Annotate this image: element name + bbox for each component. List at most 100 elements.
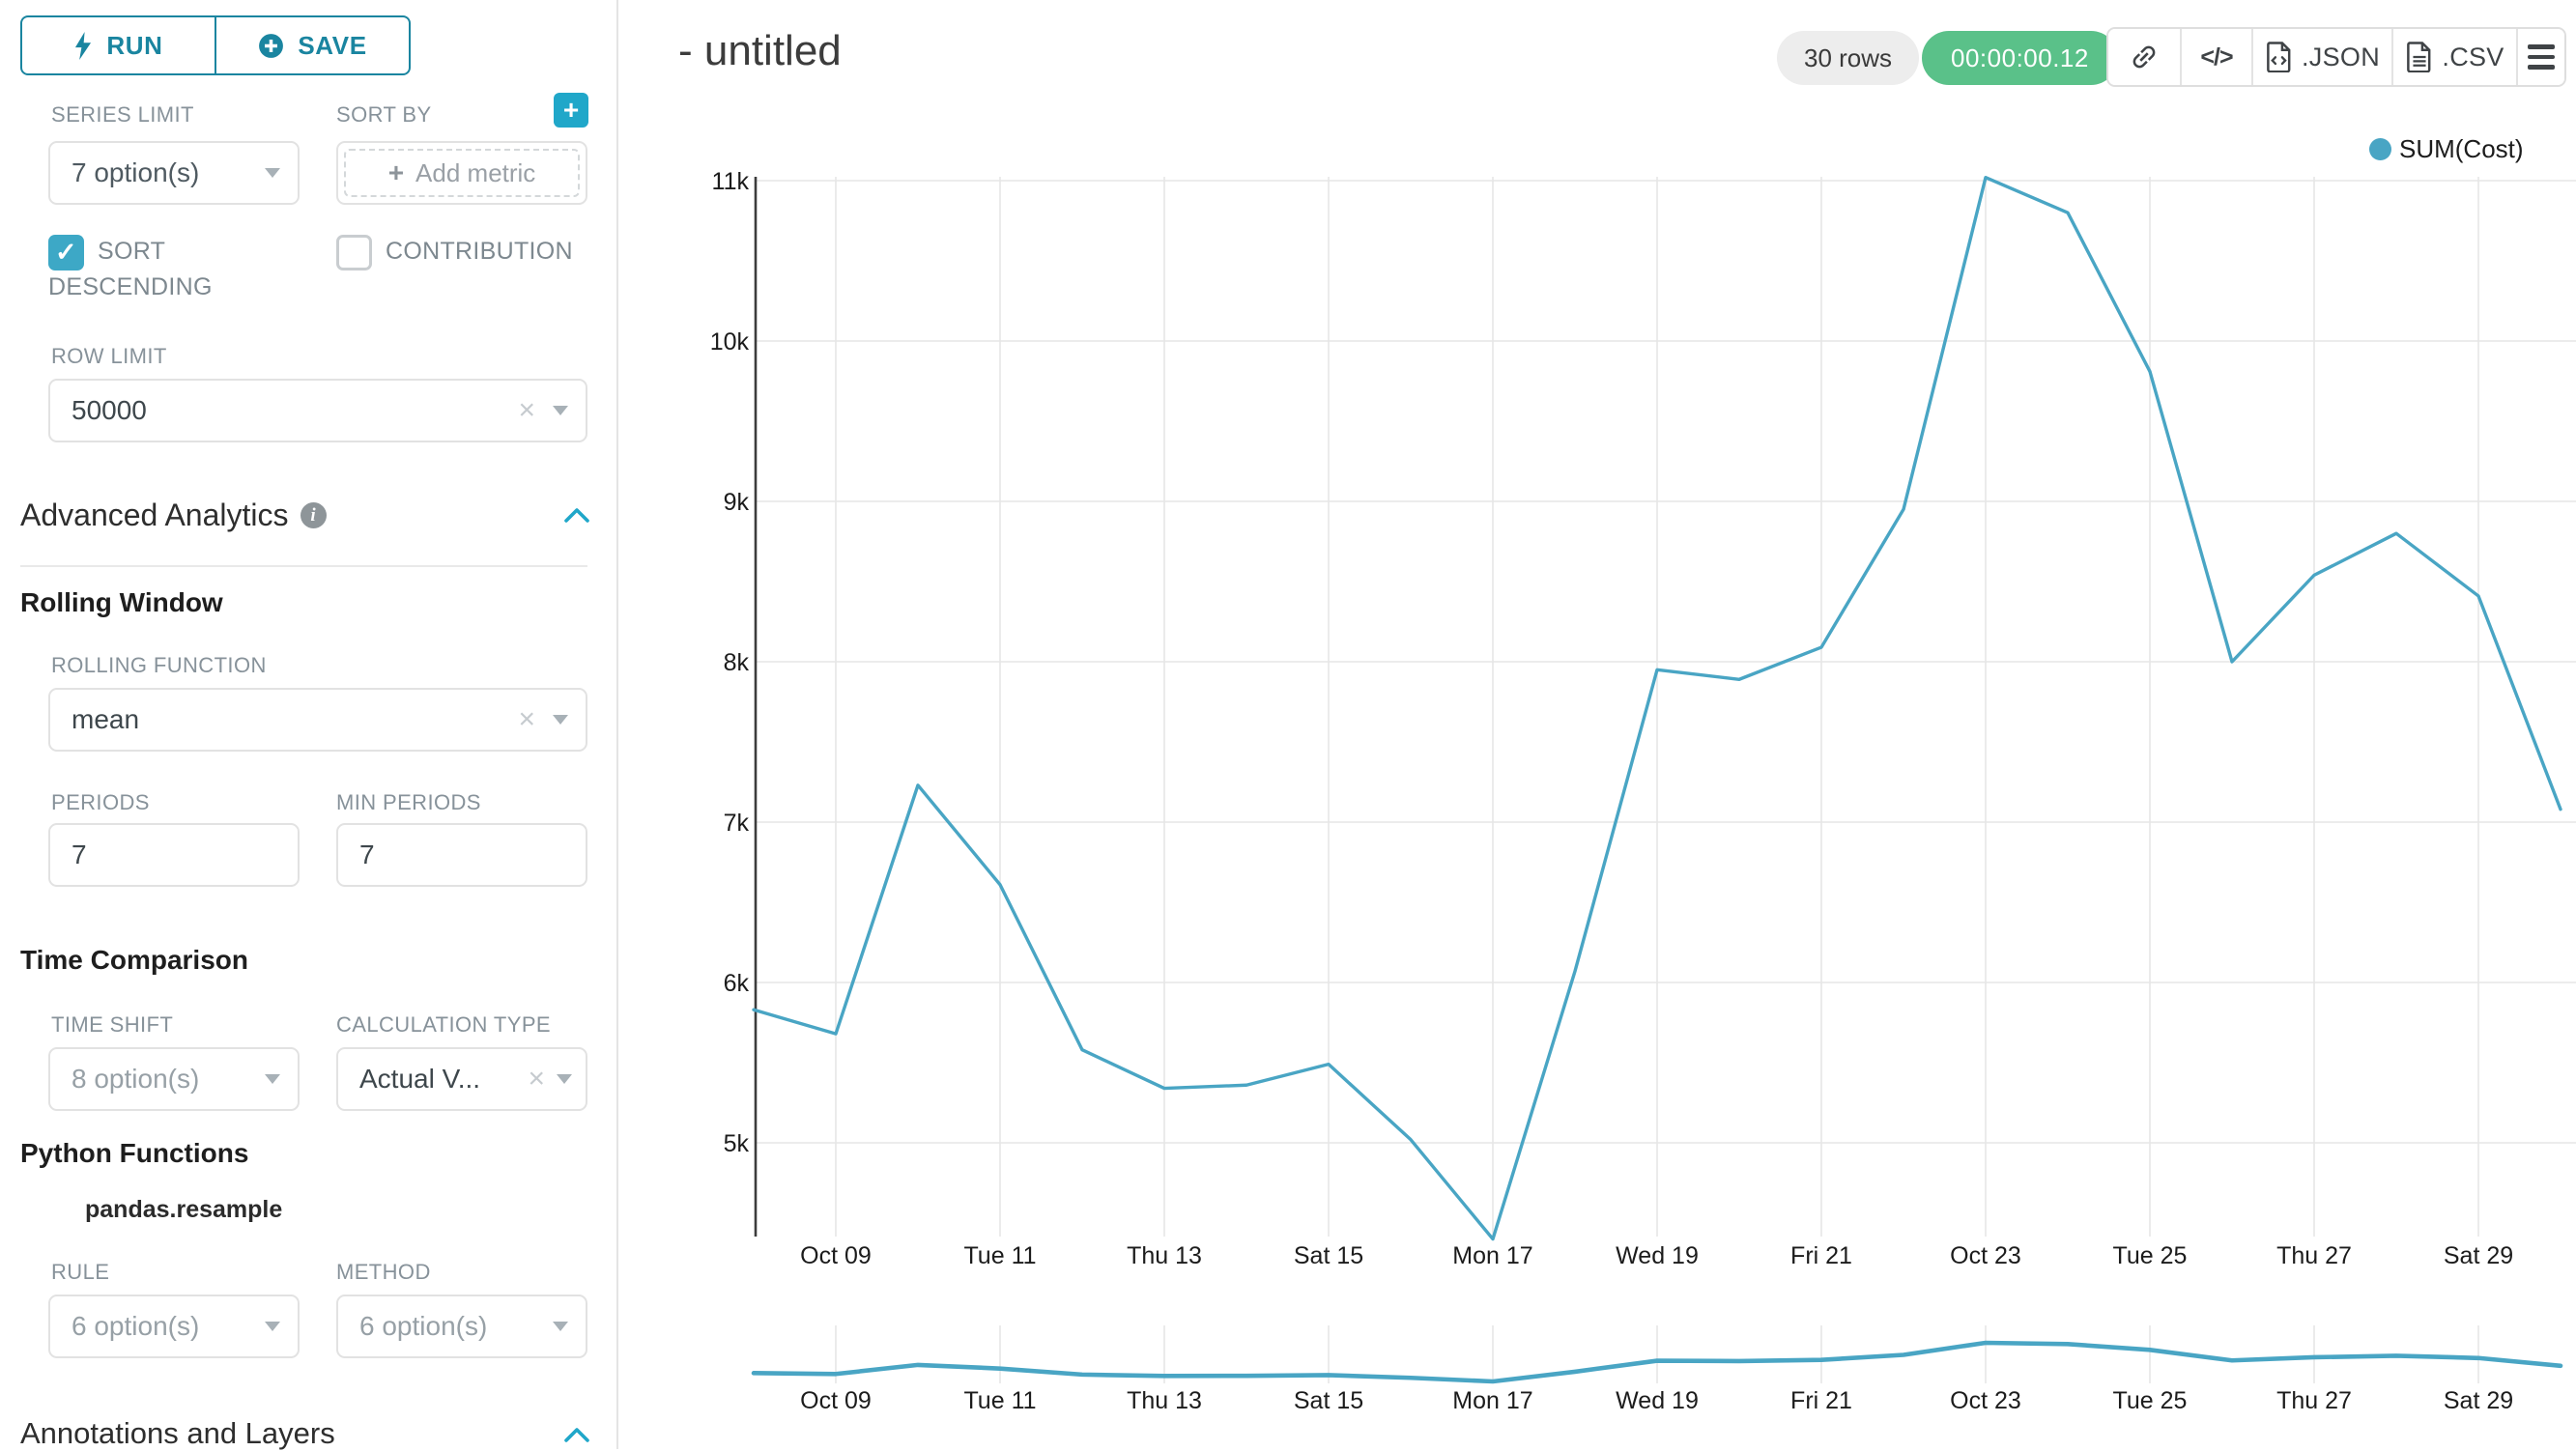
- rolling-function-select[interactable]: mean ×: [48, 688, 587, 752]
- mini-x-axis-tick-label: Tue 11: [963, 1387, 1036, 1414]
- sum-cost-preview-line: [751, 1340, 2563, 1384]
- y-axis-tick-label: 6k: [724, 970, 750, 997]
- chart-header: - untitled 30 rows 00:00:00.12 </> .JSON…: [618, 0, 2576, 116]
- calculation-type-select[interactable]: Actual V... ×: [336, 1047, 587, 1111]
- x-axis-tick-label: Wed 19: [1616, 1242, 1699, 1269]
- legend-series-dot: [2369, 138, 2391, 160]
- mini-x-axis-tick-label: Sat 15: [1294, 1387, 1363, 1414]
- y-axis-tick-label: 5k: [724, 1130, 750, 1157]
- lightning-bolt-icon: [75, 31, 92, 60]
- run-save-button-group: RUN SAVE: [20, 15, 411, 75]
- time-shift-select[interactable]: 8 option(s): [48, 1047, 300, 1111]
- run-label: RUN: [106, 30, 163, 60]
- sum-cost-line: [752, 175, 2562, 1241]
- chevron-down-icon: [265, 1074, 280, 1084]
- annotations-layers-header[interactable]: Annotations and Layers: [20, 1416, 335, 1451]
- section-divider: [20, 565, 587, 567]
- sort-descending-control[interactable]: ✓ SORT DESCENDING: [48, 235, 309, 303]
- add-sort-metric-plus-button[interactable]: +: [554, 93, 588, 128]
- pandas-resample-label: pandas.resample: [85, 1196, 283, 1223]
- y-axis-tick-label: 9k: [724, 489, 750, 516]
- export-csv-label: .CSV: [2442, 42, 2504, 71]
- contribution-label: CONTRIBUTION: [386, 238, 573, 265]
- x-axis-tick-label: Thu 27: [2276, 1242, 2352, 1269]
- x-axis-tick-label: Tue 11: [963, 1242, 1036, 1269]
- method-select[interactable]: 6 option(s): [336, 1295, 587, 1358]
- mini-x-axis-tick-label: Wed 19: [1616, 1387, 1699, 1414]
- method-value: 6 option(s): [359, 1311, 488, 1341]
- calculation-type-label: CALCULATION TYPE: [336, 1012, 551, 1037]
- query-timer-badge: 00:00:00.12: [1922, 31, 2118, 85]
- series-limit-select[interactable]: 7 option(s): [48, 141, 300, 205]
- row-limit-label: ROW LIMIT: [51, 344, 167, 368]
- info-icon[interactable]: i: [300, 502, 327, 528]
- clear-icon[interactable]: ×: [518, 703, 535, 735]
- mini-x-axis-tick-label: Thu 13: [1127, 1387, 1202, 1414]
- chevron-down-icon: [553, 1322, 568, 1331]
- sort-by-add-metric[interactable]: + Add metric: [336, 141, 587, 205]
- chevron-down-icon: [553, 406, 568, 415]
- python-functions-title: Python Functions: [20, 1138, 249, 1168]
- mini-x-axis-tick-label: Tue 25: [2113, 1387, 2188, 1414]
- time-comparison-title: Time Comparison: [20, 945, 248, 975]
- x-axis-tick-label: Oct 23: [1950, 1242, 2021, 1269]
- chart-title[interactable]: - untitled: [678, 27, 842, 74]
- x-axis-tick-label: Fri 21: [1790, 1242, 1852, 1269]
- add-metric-dropzone: + Add metric: [344, 149, 580, 197]
- x-axis-tick-label: Mon 17: [1452, 1242, 1532, 1269]
- mini-x-axis-tick-label: Mon 17: [1452, 1387, 1532, 1414]
- y-axis-tick-label: 11k: [712, 168, 750, 195]
- series-limit-value: 7 option(s): [72, 157, 200, 187]
- advanced-analytics-header[interactable]: Advanced Analytics i: [20, 498, 327, 533]
- clear-icon[interactable]: ×: [518, 394, 535, 426]
- chevron-up-icon[interactable]: [563, 1426, 590, 1443]
- export-csv-button[interactable]: .CSV: [2391, 29, 2516, 85]
- view-query-button[interactable]: </>: [2180, 29, 2251, 85]
- export-toolbar: </> .JSON .CSV: [2106, 27, 2566, 87]
- file-text-icon: [2407, 42, 2431, 72]
- checkbox-checked-icon[interactable]: ✓: [48, 235, 84, 270]
- sort-descending-label: SORT DESCENDING: [48, 238, 213, 300]
- sort-by-label: SORT BY: [336, 102, 432, 127]
- rule-value: 6 option(s): [72, 1311, 200, 1341]
- run-query-button[interactable]: RUN: [22, 17, 215, 73]
- save-chart-button[interactable]: SAVE: [215, 17, 409, 73]
- rolling-function-value: mean: [72, 704, 140, 734]
- legend-series-label: SUM(Cost): [2399, 134, 2524, 163]
- contribution-control[interactable]: CONTRIBUTION: [336, 235, 607, 270]
- y-axis-tick-label: 10k: [710, 328, 750, 356]
- copy-link-button[interactable]: [2108, 29, 2180, 85]
- add-metric-placeholder: Add metric: [415, 157, 536, 187]
- x-axis-tick-label: Sat 15: [1294, 1242, 1363, 1269]
- export-json-button[interactable]: .JSON: [2251, 29, 2391, 85]
- calculation-type-value: Actual V...: [359, 1064, 481, 1094]
- method-label: METHOD: [336, 1260, 431, 1284]
- time-shift-value: 8 option(s): [72, 1064, 200, 1094]
- rule-label: RULE: [51, 1260, 110, 1284]
- explore-control-panel: RUN SAVE SERIES LIMIT SORT BY + 7 option…: [0, 0, 618, 1451]
- row-limit-select[interactable]: 50000 ×: [48, 379, 587, 442]
- y-axis-tick-label: 8k: [724, 649, 750, 676]
- x-axis-tick-label: Oct 09: [800, 1242, 872, 1269]
- x-axis-tick-label: Tue 25: [2113, 1242, 2188, 1269]
- row-count-badge: 30 rows: [1777, 31, 1920, 85]
- chevron-down-icon: [265, 168, 280, 178]
- min-periods-input[interactable]: [336, 823, 587, 887]
- chevron-up-icon[interactable]: [563, 506, 590, 524]
- chart-legend[interactable]: SUM(Cost): [2369, 134, 2524, 164]
- periods-label: PERIODS: [51, 790, 150, 814]
- periods-input[interactable]: [48, 823, 300, 887]
- chart-menu-button[interactable]: [2516, 29, 2564, 85]
- clear-icon[interactable]: ×: [528, 1063, 545, 1095]
- row-limit-value: 50000: [72, 395, 147, 425]
- mini-x-axis-tick-label: Oct 23: [1950, 1387, 2021, 1414]
- checkbox-unchecked-icon[interactable]: [336, 235, 372, 270]
- plus-icon: +: [387, 157, 405, 187]
- rule-select[interactable]: 6 option(s): [48, 1295, 300, 1358]
- rolling-window-title: Rolling Window: [20, 587, 223, 617]
- min-periods-label: MIN PERIODS: [336, 790, 481, 814]
- y-axis-tick-label: 7k: [724, 810, 750, 837]
- code-icon: </>: [2200, 43, 2233, 71]
